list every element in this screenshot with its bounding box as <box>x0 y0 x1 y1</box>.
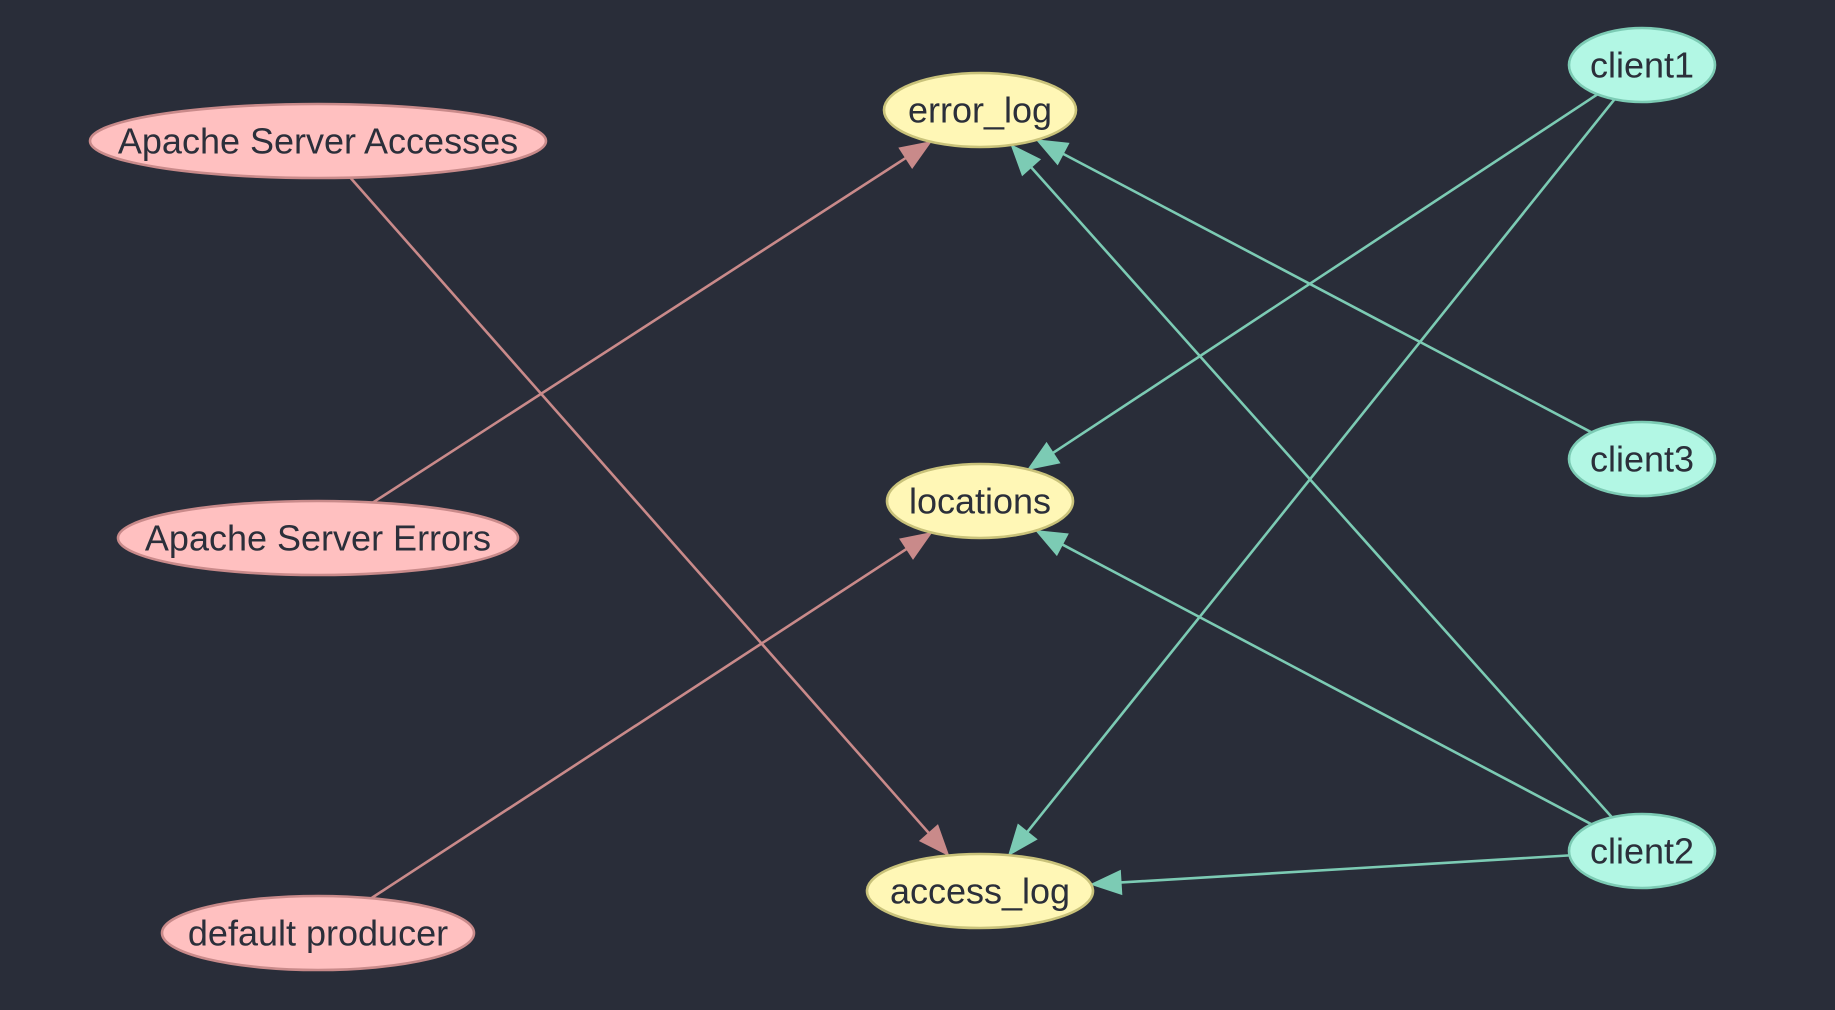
node-access-log-shape <box>865 852 1095 930</box>
edge-apache-server-errors-to-error-log <box>372 141 932 504</box>
node-apache-server-errors-shape <box>116 499 520 577</box>
node-client1-label: client1 <box>1590 45 1694 86</box>
node-apache-server-errors-label: Apache Server Errors <box>145 518 491 559</box>
edge-client1-to-locations <box>1026 93 1599 471</box>
node-apache-server-errors[interactable]: Apache Server Errors <box>116 499 520 577</box>
edge-client2-to-error-log <box>1010 143 1613 819</box>
node-apache-server-accesses-shape <box>88 102 548 180</box>
node-apache-server-accesses[interactable]: Apache Server Accesses <box>88 102 548 180</box>
edge-client1-to-access-log <box>1007 98 1616 857</box>
nodes-layer: Apache Server Accesses Apache Server Err… <box>88 26 1717 972</box>
node-access-log-label: access_log <box>890 871 1070 912</box>
edge-client1-to-access-log-arrowhead <box>1007 823 1038 857</box>
node-apache-server-accesses-label: Apache Server Accesses <box>118 121 518 162</box>
node-error-log-label: error_log <box>908 90 1052 131</box>
edge-default-producer-to-locations <box>370 531 933 900</box>
node-client2[interactable]: client2 <box>1567 812 1717 890</box>
edge-client2-to-error-log-line <box>1030 166 1613 819</box>
node-client3[interactable]: client3 <box>1567 420 1717 498</box>
edge-default-producer-to-locations-arrowhead <box>899 531 933 560</box>
node-client1[interactable]: client1 <box>1567 26 1717 104</box>
edge-client2-to-locations-line <box>1061 543 1593 826</box>
node-locations-label: locations <box>909 481 1051 522</box>
edge-client2-to-access-log <box>1089 854 1570 896</box>
node-default-producer[interactable]: default producer <box>160 894 476 972</box>
edge-apache-server-errors-to-error-log-line <box>372 156 907 504</box>
edge-client2-to-access-log-line <box>1120 854 1570 884</box>
edge-client3-to-error-log <box>1035 139 1593 434</box>
edge-client1-to-access-log-line <box>1026 98 1616 833</box>
edges-layer <box>349 93 1616 900</box>
node-locations-shape <box>885 462 1075 540</box>
edge-apache-server-accesses-to-access-log-line <box>349 176 930 834</box>
node-client3-label: client3 <box>1590 439 1694 480</box>
node-client1-shape <box>1567 26 1717 104</box>
node-access-log[interactable]: access_log <box>865 852 1095 930</box>
node-error-log-shape <box>882 71 1078 149</box>
node-error-log[interactable]: error_log <box>882 71 1078 149</box>
node-client2-shape <box>1567 812 1717 890</box>
edge-client2-to-locations <box>1034 529 1593 826</box>
edge-client3-to-error-log-line <box>1062 152 1593 434</box>
node-locations[interactable]: locations <box>885 462 1075 540</box>
edge-default-producer-to-locations-line <box>370 547 908 900</box>
edge-client1-to-locations-line <box>1052 93 1599 454</box>
edge-client1-to-locations-arrowhead <box>1026 441 1061 471</box>
node-default-producer-shape <box>160 894 476 972</box>
node-client2-label: client2 <box>1590 831 1694 872</box>
edge-client2-to-access-log-arrowhead <box>1089 869 1123 896</box>
edge-client3-to-error-log-arrowhead <box>1035 139 1070 166</box>
edge-apache-server-accesses-to-access-log <box>349 176 950 857</box>
edge-client2-to-error-log-arrowhead <box>1010 143 1042 177</box>
edge-apache-server-accesses-to-access-log-arrowhead <box>918 824 950 857</box>
edge-apache-server-errors-to-error-log-arrowhead <box>898 141 932 170</box>
edge-client2-to-locations-arrowhead <box>1034 529 1069 557</box>
node-client3-shape <box>1567 420 1717 498</box>
node-default-producer-label: default producer <box>188 913 448 954</box>
